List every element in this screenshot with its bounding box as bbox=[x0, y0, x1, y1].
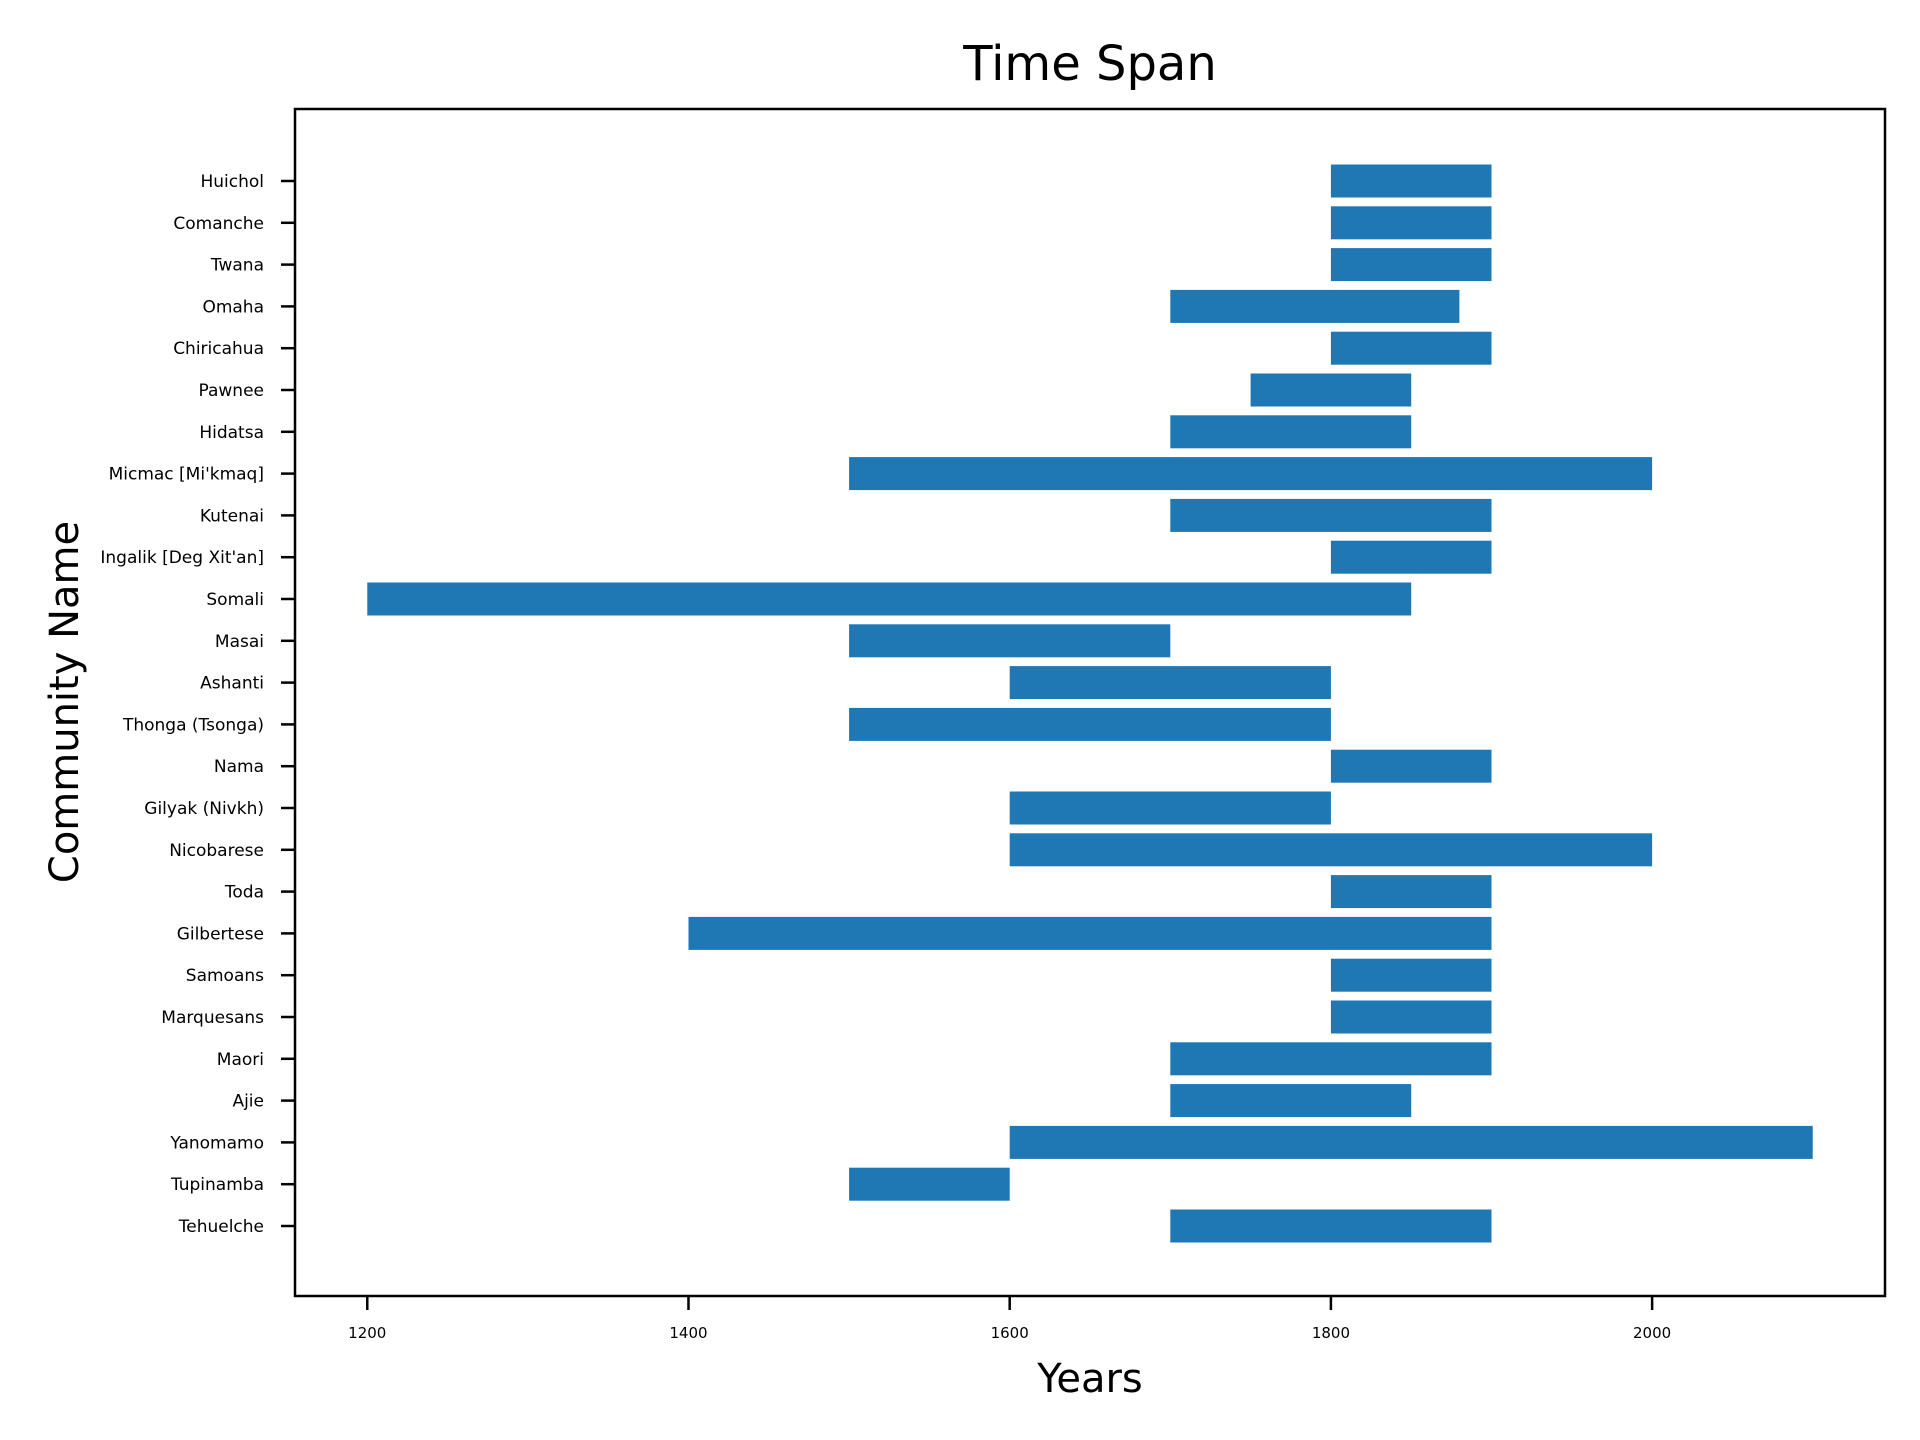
y-tick-label-20: Pawnee bbox=[198, 381, 264, 401]
x-tick-label-4: 2000 bbox=[1633, 1324, 1671, 1342]
bar-18 bbox=[849, 457, 1653, 491]
y-tick-label-17: Kutenai bbox=[200, 506, 264, 526]
bar-2 bbox=[1009, 1125, 1813, 1159]
bar-15 bbox=[367, 582, 1412, 616]
bars-group bbox=[367, 164, 1813, 1243]
bar-5 bbox=[1330, 1000, 1492, 1034]
y-tick-label-6: Samoans bbox=[186, 966, 264, 986]
x-tick-label-0: 1200 bbox=[348, 1324, 386, 1342]
bar-25 bbox=[1330, 164, 1492, 198]
y-tick-label-23: Twana bbox=[210, 256, 264, 276]
chart-title: Time Span bbox=[962, 36, 1217, 92]
bar-19 bbox=[1170, 415, 1412, 449]
bar-10 bbox=[1009, 791, 1331, 825]
bar-17 bbox=[1170, 498, 1492, 532]
y-axis-ticks: Tehuelche Tupinamba Yanomamo Ajie Maori Marqu… bbox=[100, 172, 295, 1237]
y-tick-label-19: Hidatsa bbox=[199, 423, 264, 443]
y-tick-label-12: Thonga (Tsonga) bbox=[122, 715, 264, 735]
y-tick-label-21: Chiricahua bbox=[173, 339, 264, 359]
y-tick-label-3: Ajie bbox=[232, 1092, 264, 1112]
bar-4 bbox=[1170, 1042, 1492, 1076]
bar-24 bbox=[1330, 206, 1492, 240]
y-tick-label-4: Maori bbox=[217, 1050, 264, 1070]
y-tick-label-18: Micmac [Mi'kmaq] bbox=[109, 465, 264, 485]
x-tick-label-2: 1600 bbox=[991, 1324, 1029, 1342]
bar-12 bbox=[849, 707, 1331, 741]
y-tick-label-15: Somali bbox=[206, 590, 264, 610]
bar-16 bbox=[1330, 540, 1492, 574]
y-tick-label-2: Yanomamo bbox=[169, 1133, 264, 1153]
bar-9 bbox=[1009, 833, 1653, 867]
bar-7 bbox=[688, 916, 1492, 950]
y-tick-label-13: Ashanti bbox=[200, 674, 264, 694]
x-tick-label-1: 1400 bbox=[669, 1324, 707, 1342]
y-axis-label: Community Name bbox=[42, 521, 88, 883]
bar-23 bbox=[1330, 248, 1492, 282]
bar-22 bbox=[1170, 289, 1460, 323]
y-tick-label-0: Tehuelche bbox=[178, 1217, 264, 1237]
y-tick-label-7: Gilbertese bbox=[177, 924, 264, 944]
y-tick-label-14: Masai bbox=[215, 632, 264, 652]
bar-13 bbox=[1009, 666, 1331, 700]
bar-8 bbox=[1330, 875, 1492, 909]
bar-11 bbox=[1330, 749, 1492, 783]
x-tick-label-3: 1800 bbox=[1312, 1324, 1350, 1342]
x-axis-label: Years bbox=[1036, 1356, 1143, 1402]
y-tick-label-22: Omaha bbox=[202, 297, 264, 317]
bar-6 bbox=[1330, 958, 1492, 992]
x-axis-ticks: 1200 1400 1600 1800 2000 bbox=[348, 1296, 1671, 1342]
bar-1 bbox=[849, 1167, 1010, 1201]
y-tick-label-1: Tupinamba bbox=[170, 1175, 264, 1195]
y-tick-label-11: Nama bbox=[214, 757, 264, 777]
bar-3 bbox=[1170, 1084, 1412, 1118]
plot-frame bbox=[293, 107, 1887, 1298]
bar-21 bbox=[1330, 331, 1492, 365]
bar-14 bbox=[849, 624, 1171, 658]
y-tick-label-24: Comanche bbox=[173, 214, 264, 234]
y-tick-label-9: Nicobarese bbox=[169, 841, 264, 861]
y-tick-label-8: Toda bbox=[224, 883, 264, 903]
bar-20 bbox=[1250, 373, 1412, 407]
bar-0 bbox=[1170, 1209, 1492, 1243]
y-tick-label-5: Marquesans bbox=[161, 1008, 264, 1028]
y-tick-label-25: Huichol bbox=[200, 172, 264, 192]
y-tick-label-16: Ingalik [Deg Xit'an] bbox=[100, 548, 264, 568]
y-tick-label-10: Gilyak (Nivkh) bbox=[144, 799, 264, 819]
